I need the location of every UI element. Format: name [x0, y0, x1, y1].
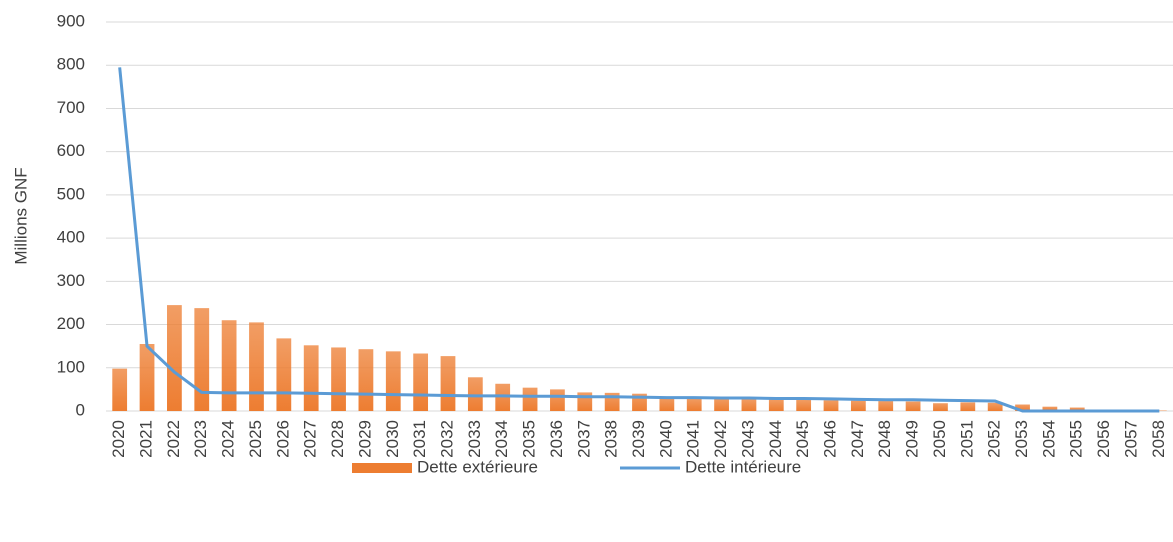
x-tick-label: 2054 [1039, 420, 1058, 458]
x-tick-label: 2024 [219, 420, 238, 458]
x-tick-label: 2047 [848, 420, 867, 458]
bar [768, 399, 784, 411]
x-tick-label: 2037 [574, 420, 593, 458]
bar [1069, 407, 1085, 411]
x-tick-label: 2028 [328, 420, 347, 458]
x-tick-label: 2035 [520, 420, 539, 458]
y-tick-label: 700 [57, 98, 85, 117]
x-tick-label: 2043 [738, 420, 757, 458]
y-tick-label: 900 [57, 11, 85, 30]
x-tick-label: 2030 [383, 420, 402, 458]
x-tick-label: 2020 [109, 420, 128, 458]
x-tick-label: 2056 [1094, 420, 1113, 458]
bar [796, 399, 812, 411]
bar [878, 401, 894, 411]
bar [331, 347, 346, 411]
x-tick-label: 2031 [410, 420, 429, 458]
y-tick-label: 300 [57, 271, 85, 290]
bar [823, 400, 839, 411]
y-tick-label: 500 [57, 184, 85, 203]
x-tick-label: 2058 [1149, 420, 1168, 458]
bar [413, 353, 429, 411]
x-tick-label: 2033 [465, 420, 484, 458]
y-tick-label: 400 [57, 228, 85, 247]
bar [495, 383, 511, 411]
x-tick-label: 2050 [930, 420, 949, 458]
x-tick-label: 2021 [137, 420, 156, 458]
bar [686, 398, 702, 411]
x-tick-label: 2051 [957, 420, 976, 458]
y-tick-label: 200 [57, 314, 85, 333]
x-tick-label: 2036 [547, 420, 566, 458]
x-tick-label: 2042 [711, 420, 730, 458]
bar [714, 398, 729, 411]
bar [276, 338, 292, 411]
y-tick-label: 100 [57, 357, 85, 376]
bar [905, 401, 921, 411]
x-tick-label: 2040 [656, 420, 675, 458]
x-tick-label: 2025 [246, 420, 265, 458]
bar [194, 308, 210, 411]
bar [385, 351, 401, 411]
x-tick-label: 2022 [164, 420, 183, 458]
x-tick-label: 2046 [820, 420, 839, 458]
x-tick-label: 2055 [1067, 420, 1086, 458]
x-tick-label: 2045 [793, 420, 812, 458]
line [118, 67, 1160, 413]
y-tick-label: 0 [76, 400, 85, 419]
y-axis-title: Millions GNF [11, 167, 30, 264]
bar [358, 349, 374, 411]
bar [467, 377, 483, 411]
bar [440, 356, 456, 411]
bar [987, 402, 1003, 411]
x-tick-label: 2052 [985, 420, 1004, 458]
x-tick-label: 2034 [492, 420, 511, 458]
x-tick-label: 2032 [437, 420, 456, 458]
bar [303, 345, 319, 411]
legend-label: Dette extérieure [417, 457, 538, 476]
bar [1015, 404, 1030, 411]
x-tick-label: 2027 [301, 420, 320, 458]
x-tick-label: 2039 [629, 420, 648, 458]
x-tick-label: 2057 [1121, 420, 1140, 458]
bar [1042, 406, 1058, 411]
bar [659, 397, 675, 411]
bar [139, 344, 155, 411]
x-tick-label: 2048 [875, 420, 894, 458]
x-tick-label: 2029 [355, 420, 374, 458]
x-tick-label: 2041 [684, 420, 703, 458]
x-tick-label: 2049 [903, 420, 922, 458]
bar [960, 402, 976, 411]
bar [850, 400, 866, 411]
x-tick-label: 2044 [766, 420, 785, 458]
x-tick-label: 2053 [1012, 420, 1031, 458]
bar [112, 368, 128, 411]
y-tick-label: 600 [57, 141, 85, 160]
legend-label: Dette intérieure [685, 457, 801, 476]
bar [167, 305, 182, 411]
bar [249, 322, 264, 411]
x-tick-label: 2023 [191, 420, 210, 458]
x-tick-label: 2038 [602, 420, 621, 458]
legend-swatch [352, 463, 412, 473]
bar [550, 389, 565, 411]
bar [522, 387, 538, 411]
bar [221, 320, 237, 411]
y-tick-label: 800 [57, 55, 85, 74]
bar [741, 398, 757, 411]
bar [933, 403, 948, 411]
x-tick-label: 2026 [273, 420, 292, 458]
